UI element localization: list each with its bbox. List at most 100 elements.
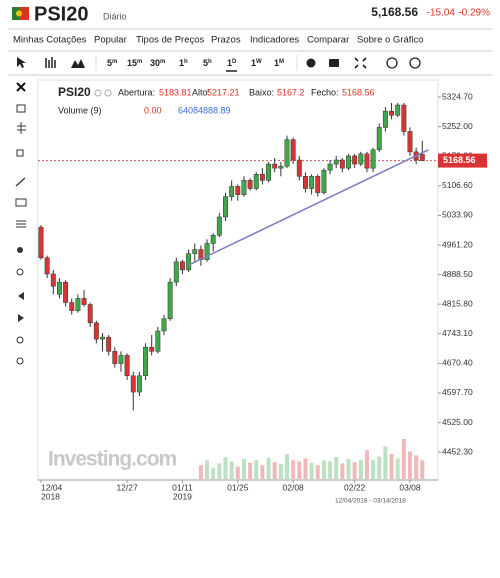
interval-button[interactable]: 5m <box>107 58 117 68</box>
legend-high-label: Alto: <box>192 87 210 97</box>
x-tick-label: 02/08 <box>283 482 305 492</box>
candle-body <box>339 159 345 169</box>
area-icon[interactable] <box>71 59 85 68</box>
candle-body <box>69 302 75 311</box>
candle-body <box>75 298 81 311</box>
interval-number: 1 <box>227 58 232 68</box>
volume-bar <box>371 460 376 479</box>
volume-bar <box>414 455 419 479</box>
candle-body <box>223 196 228 218</box>
candle-body <box>376 127 382 151</box>
menu-item[interactable]: Comparar <box>307 35 349 46</box>
menu-item[interactable]: Indicadores <box>250 35 299 46</box>
candle-body <box>57 281 62 295</box>
download-icon[interactable] <box>386 57 398 69</box>
scroll-left[interactable] <box>18 292 24 300</box>
period: Diário <box>103 11 127 21</box>
candle-body <box>309 176 315 189</box>
interval-unit: m <box>112 59 117 65</box>
legend-open-label: Abertura: <box>118 87 155 97</box>
fib-tool[interactable] <box>16 220 26 228</box>
legend-volume-2: 64084888.89 <box>178 105 231 115</box>
candle-body <box>216 216 222 236</box>
menu-item[interactable]: Prazos <box>211 35 241 46</box>
candle-body <box>303 176 308 189</box>
volume-bar <box>211 467 216 479</box>
price-tag <box>438 153 487 168</box>
interval-number: 30 <box>150 58 160 68</box>
interval-unit: m <box>160 59 165 65</box>
bars-icon[interactable] <box>45 57 56 68</box>
y-tick-label: 4961.20 <box>442 239 473 249</box>
menu-item[interactable]: Tipos de Preços <box>136 35 205 46</box>
tool-icon[interactable] <box>16 149 24 157</box>
candle-body <box>106 336 112 352</box>
fullscreen-icon[interactable] <box>354 57 367 69</box>
interval-button[interactable]: 1D <box>227 58 237 68</box>
candle-body <box>333 159 339 165</box>
tool-icon[interactable] <box>16 357 24 365</box>
volume-bar <box>198 465 203 479</box>
menu-item[interactable]: Minhas Cotações <box>13 35 87 46</box>
candle-body <box>180 261 185 271</box>
tool-icon[interactable] <box>16 104 26 113</box>
volume-bar <box>241 459 246 479</box>
legend-low: 5167.2 <box>277 87 305 97</box>
candle-body <box>204 243 210 260</box>
candle-body <box>389 110 395 116</box>
rect-tool[interactable] <box>15 198 27 207</box>
x-tick-label: 01/25 <box>227 482 249 492</box>
y-tick-label: 4888.50 <box>442 269 473 279</box>
tool-icon[interactable] <box>16 336 24 344</box>
volume-bar <box>358 460 363 479</box>
interval-button[interactable]: 1h <box>179 58 188 68</box>
interval-button[interactable]: 5h <box>203 58 212 68</box>
legend-volume-label: Volume (9) <box>58 105 102 115</box>
volume-bar <box>328 461 333 479</box>
candle-body <box>278 165 284 169</box>
candle-body <box>93 322 99 340</box>
watermark: Investing.com <box>48 448 177 471</box>
volume-bar <box>334 457 339 479</box>
candle-body <box>253 173 259 189</box>
y-tick-label: 4743.10 <box>442 328 473 338</box>
scroll-right[interactable] <box>18 314 24 322</box>
candle-body <box>315 176 321 193</box>
interval-button[interactable]: 1M <box>274 58 284 68</box>
camera-icon[interactable] <box>329 59 339 67</box>
close-icon[interactable] <box>16 82 26 92</box>
volume-bar <box>223 457 228 479</box>
legend-low-label: Baixo: <box>249 87 274 97</box>
zoom-in[interactable] <box>17 247 23 253</box>
volume-bar <box>340 463 345 479</box>
legend-close: 5168.56 <box>342 87 375 97</box>
menu-item[interactable]: Sobre o Gráfico <box>357 35 424 46</box>
x-tick-label: 12/27 <box>116 482 138 492</box>
cursor-icon[interactable] <box>17 57 26 68</box>
line-tool[interactable] <box>15 177 26 187</box>
candle-body <box>136 375 142 393</box>
interval-button[interactable]: 1W <box>251 58 262 68</box>
interval-unit: m <box>137 59 142 65</box>
interval-number: 5 <box>107 58 112 68</box>
legend-high: 5217.21 <box>207 87 240 97</box>
zoom-out[interactable] <box>16 268 24 276</box>
tool-icon[interactable] <box>17 122 26 134</box>
upload-icon[interactable] <box>409 57 421 69</box>
y-tick-label: 4597.70 <box>442 387 473 397</box>
candle-body <box>346 155 351 169</box>
candle-body <box>407 131 413 153</box>
interval-button[interactable]: 15m <box>127 58 142 68</box>
toolbar: 5m 15m 30m 1h 5h 1D 1W 1M <box>17 55 421 72</box>
candle-body <box>87 304 93 324</box>
candle-body <box>38 226 44 258</box>
volume-bar <box>364 450 369 479</box>
interval-number: 1 <box>274 58 279 68</box>
settings-icon[interactable] <box>306 58 316 68</box>
change: -15.04 <box>427 8 456 19</box>
candle-body <box>370 149 376 169</box>
menu-item[interactable]: Popular <box>94 35 127 46</box>
candle-body <box>266 163 272 181</box>
candle-body <box>290 139 296 161</box>
interval-button[interactable]: 30m <box>150 58 165 68</box>
